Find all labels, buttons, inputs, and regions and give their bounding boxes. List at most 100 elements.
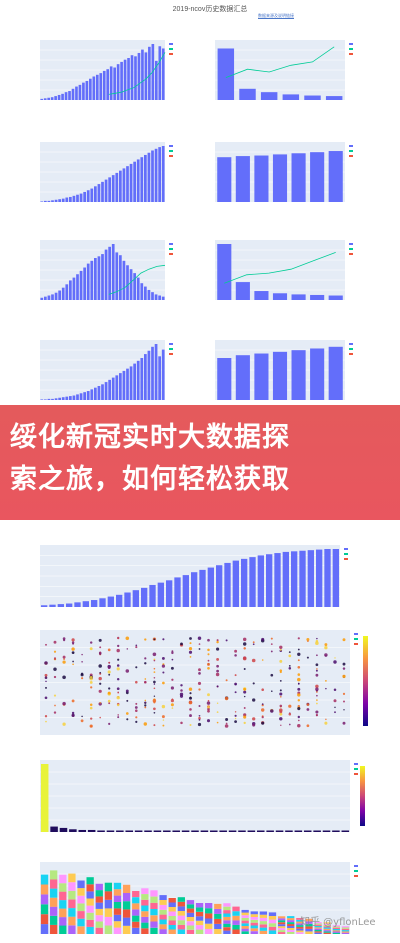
province-dot [297, 699, 301, 702]
cumulative-growth-bar [74, 602, 81, 607]
stacked-bar-segment [104, 891, 113, 900]
stacked-bar-segment [95, 896, 103, 903]
national-daily-bar [148, 46, 151, 100]
province-dot [234, 654, 237, 657]
province-dot [216, 664, 219, 668]
stacked-bar-segment [332, 927, 340, 929]
province-dot [53, 711, 57, 714]
national-daily-bar [89, 78, 92, 100]
province-dot [288, 723, 291, 726]
stacked-bar-segment [323, 922, 331, 924]
stacked-bar-segment [296, 921, 304, 924]
hubei-daily-bar [40, 201, 44, 202]
stacked-bar-segment [259, 927, 268, 931]
hubei-daily-bar [83, 191, 86, 202]
province-bars-bar [275, 830, 284, 832]
hubei-summary-legend-swatch [349, 150, 353, 152]
cured-daily-bar [147, 350, 151, 400]
stacked-bar-segment [40, 874, 49, 885]
cumulative-growth-bar [116, 594, 123, 607]
province-dot [99, 652, 102, 656]
province-dot [306, 637, 310, 642]
stacked-bar-segment [186, 917, 195, 922]
national-daily-legend-swatch [169, 53, 173, 55]
stacked-bar-segment [186, 908, 195, 913]
province-dot [261, 721, 265, 725]
province-bars-bar [78, 829, 87, 832]
province-bars-bar [313, 830, 321, 832]
province-dot [117, 658, 120, 661]
stacked-bar-segment [296, 926, 304, 929]
national-daily-bar [144, 52, 148, 100]
stacked-bar-segment [241, 909, 249, 913]
province-bars-bar [172, 830, 180, 832]
stacked-bar-segment [205, 903, 213, 909]
province-dot [144, 699, 147, 702]
national-daily-bar [57, 94, 61, 100]
stacked-bar-segment [341, 930, 350, 932]
stacked-bar-segment [277, 926, 286, 929]
province-dot [270, 650, 273, 653]
province-bars-bar [228, 830, 237, 832]
source-link[interactable]: 数据来源及说明链接 [258, 13, 294, 18]
province-dot [162, 671, 165, 674]
national-summary-legend-swatch [349, 53, 353, 55]
cured-summary-bar [235, 355, 250, 400]
cured-daily-bar [161, 349, 165, 400]
province-dot [71, 699, 75, 703]
other-daily-bar [94, 258, 97, 300]
hubei-summary-bar [291, 153, 306, 202]
province-dot [288, 712, 292, 716]
stacked-bar-segment [223, 910, 231, 914]
cured-daily-bar [51, 398, 54, 400]
stacked-bar-segment [323, 924, 331, 927]
province-dot [153, 707, 156, 711]
province-dot [180, 721, 183, 725]
province-dot [316, 654, 318, 657]
stacked-bar-segment [132, 921, 140, 928]
stacked-bar-segment [159, 924, 167, 930]
other-daily-bar [147, 289, 151, 300]
stacked-bar-segment [314, 923, 322, 925]
province-dot [334, 657, 336, 659]
stacked-bar-segment [241, 931, 249, 934]
stacked-bar-segment [59, 917, 67, 926]
stacked-bar-segment [68, 899, 76, 909]
stacked-bar-segment [241, 926, 249, 929]
stacked-bar-segment [195, 920, 204, 926]
cumulative-growth-bar [57, 604, 64, 607]
stacked-bar-segment [132, 903, 140, 910]
province-dot [80, 673, 84, 677]
national-summary-bar [325, 96, 343, 100]
province-dot [234, 649, 238, 653]
stacked-bar-segment [122, 893, 131, 902]
province-dot [62, 675, 66, 680]
national-daily-bar [68, 91, 71, 100]
province-dot [89, 706, 93, 710]
stacked-bar-segment [141, 894, 149, 900]
province-dot [243, 668, 246, 670]
stacked-bar-segment [287, 928, 295, 930]
province-dot [297, 677, 301, 682]
stacked-bar-segment [159, 904, 167, 910]
province-dot [125, 669, 130, 673]
province-dot [171, 707, 174, 709]
hubei-daily-bar [126, 166, 129, 202]
province-dot [53, 650, 57, 653]
province-dot [72, 642, 75, 645]
stacked-bar-segment [287, 922, 295, 925]
cumulative-growth-bar [99, 598, 106, 607]
stacked-bar-segment [50, 879, 58, 889]
stacked-bar-segment [241, 912, 249, 916]
province-dot [125, 636, 130, 641]
national-daily-bar [82, 82, 85, 100]
other-summary-legend-swatch [349, 243, 353, 245]
stacked-bar-segment [314, 931, 322, 933]
cumulative-growth-bar [324, 549, 331, 607]
other-daily [40, 240, 173, 300]
national-daily-bar [47, 97, 50, 100]
other-summary-bar [328, 295, 343, 300]
province-dot [242, 637, 247, 642]
province-dot [315, 669, 318, 672]
province-bars-bar [153, 830, 162, 832]
